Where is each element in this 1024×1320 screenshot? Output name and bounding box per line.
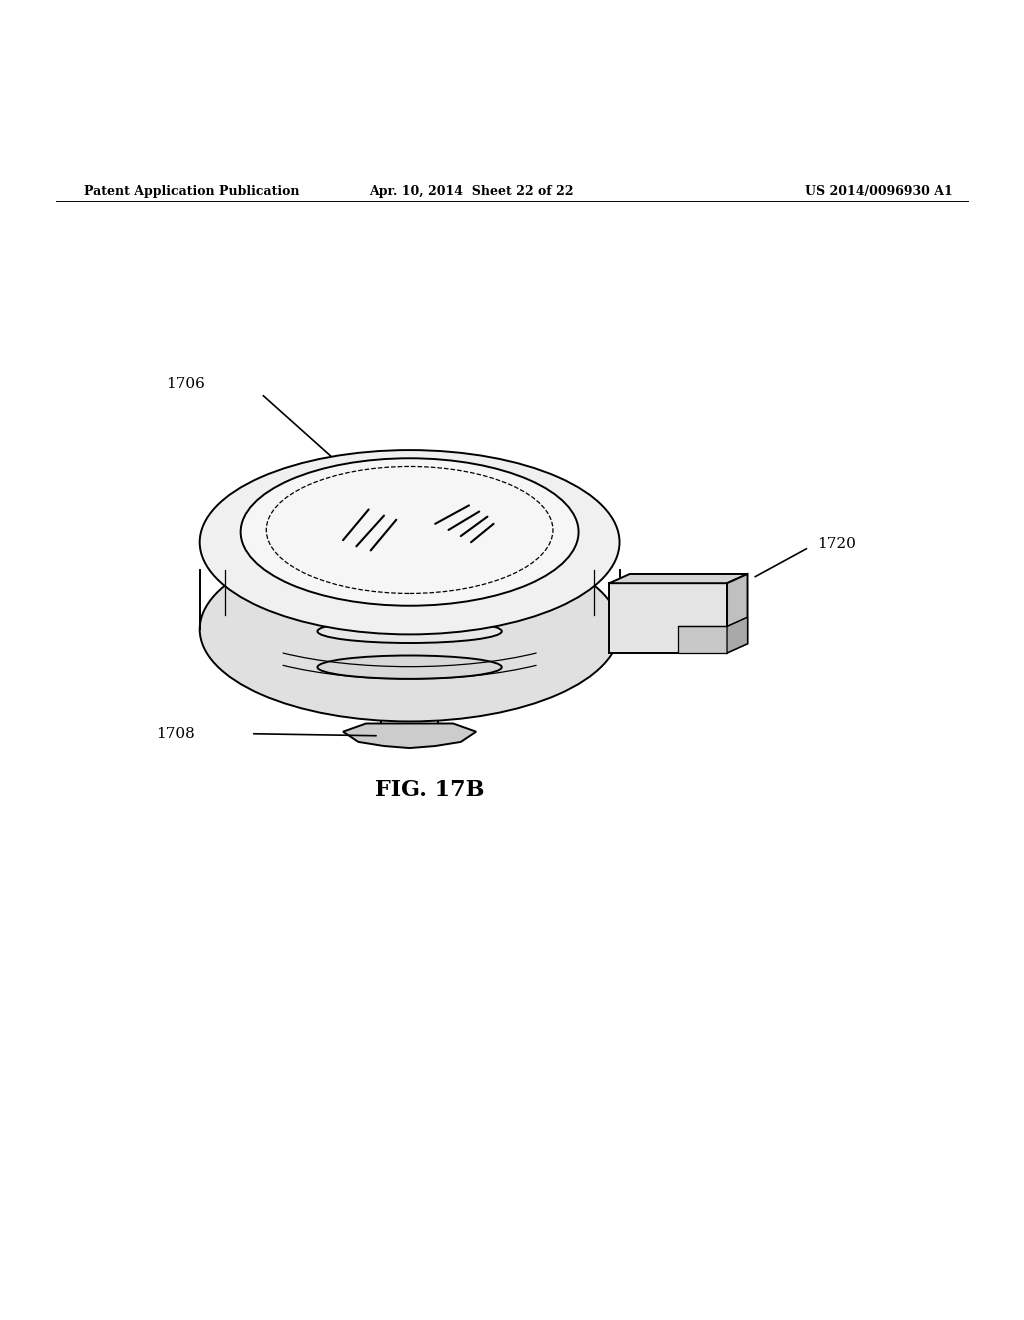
Text: 1706: 1706 [166, 376, 205, 391]
Polygon shape [276, 640, 312, 669]
Text: 1720: 1720 [817, 537, 856, 552]
Polygon shape [727, 618, 748, 653]
Text: FIG. 17B: FIG. 17B [376, 779, 484, 801]
Polygon shape [678, 627, 727, 653]
Text: Apr. 10, 2014  Sheet 22 of 22: Apr. 10, 2014 Sheet 22 of 22 [369, 185, 573, 198]
Polygon shape [727, 574, 748, 653]
Ellipse shape [200, 537, 620, 722]
Text: Patent Application Publication: Patent Application Publication [84, 185, 299, 198]
Polygon shape [609, 583, 727, 653]
Text: US 2014/0096930 A1: US 2014/0096930 A1 [805, 185, 952, 198]
Text: 1708: 1708 [156, 727, 195, 741]
Polygon shape [609, 574, 748, 583]
Polygon shape [507, 640, 543, 669]
Ellipse shape [317, 619, 502, 643]
Polygon shape [343, 723, 476, 748]
Ellipse shape [241, 458, 579, 606]
Ellipse shape [200, 450, 620, 635]
Ellipse shape [317, 656, 502, 678]
